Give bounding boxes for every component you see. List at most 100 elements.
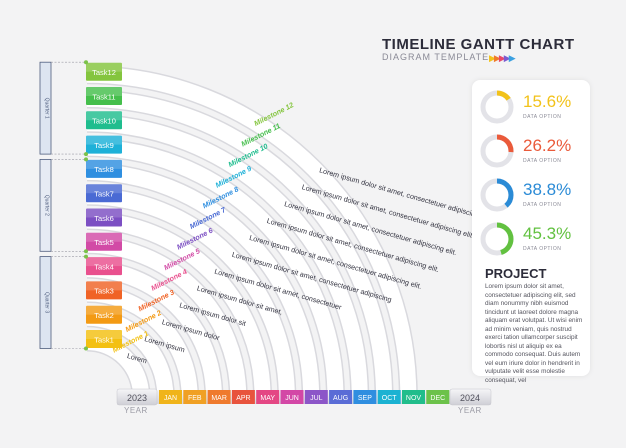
task-block	[86, 257, 122, 276]
donut-ring-icon	[480, 134, 514, 168]
month-label: DEC	[430, 395, 445, 402]
milestone-arc	[86, 91, 392, 397]
arrow-chevron-icon: ▶	[503, 53, 511, 63]
arrow-chevron-icon: ▶	[508, 53, 516, 63]
quarter-marker-dot	[84, 152, 88, 157]
end-year: 2024	[460, 393, 480, 403]
milestone-arc	[86, 115, 368, 397]
quarter-marker-dot	[84, 249, 88, 254]
month-label: FEB	[188, 395, 202, 402]
task-label: Task4	[94, 262, 114, 271]
milestone-arc	[86, 139, 344, 397]
project-title: PROJECT	[485, 266, 547, 281]
stat-item: 45.3% DATA OPTION	[480, 222, 590, 258]
stat-label: DATA OPTION	[523, 114, 562, 120]
arrow-chevron-icon: ▶	[498, 53, 506, 63]
month-block	[402, 390, 425, 404]
stats-panel: 15.6% DATA OPTION 26.2% DATA OPTION 38.8…	[472, 80, 590, 384]
month-block	[256, 390, 280, 404]
task-block	[86, 87, 122, 105]
quarter-marker-dot	[84, 157, 88, 162]
quarter-label: Quarter 1	[44, 98, 50, 119]
arrow-chevron-icon: ▶	[493, 53, 501, 63]
task-block	[86, 135, 122, 154]
task-column: Task1 Task2 Task3 Task4 Task5 Task6 Task7 Task8…	[86, 62, 122, 348]
end-year-caption: YEAR	[458, 406, 482, 415]
donut-fill	[480, 134, 514, 168]
milestone-arc	[86, 163, 320, 397]
milestone-arc	[86, 188, 295, 397]
milestone-arcs	[86, 65, 418, 397]
month-block	[426, 390, 450, 404]
month-block	[159, 390, 182, 404]
quarter-bar	[39, 61, 52, 155]
month-timeline: 2023 2024 JAN FEB MAR APR MAY JUN JUL AUG SEP OCT NO…	[116, 388, 492, 406]
task-block-gloss	[86, 87, 122, 96]
quarter-marker-dot	[84, 254, 88, 259]
task-block	[86, 305, 122, 324]
donut-fill	[480, 222, 514, 256]
quarter-brackets: Quarter 1 Quarter 2 Quarter 3	[39, 60, 88, 351]
stat-item: 38.8% DATA OPTION	[480, 178, 590, 214]
donut-ring-icon	[480, 178, 514, 212]
month-label: APR	[236, 395, 250, 402]
start-year-box	[116, 388, 158, 406]
task-label: Task6	[94, 214, 114, 223]
task-label: Task3	[94, 287, 114, 296]
task-block-gloss	[86, 281, 122, 291]
task-label: Task9	[94, 141, 114, 150]
month-block	[231, 390, 255, 404]
task-block-gloss	[86, 62, 122, 72]
month-label: AUG	[333, 395, 348, 402]
month-label: MAY	[260, 395, 275, 402]
month-label: SEP	[358, 395, 372, 402]
quarter-marker-dot	[84, 60, 88, 65]
stat-label: DATA OPTION	[523, 202, 562, 208]
month-label: JUN	[285, 395, 299, 402]
task-block	[86, 111, 122, 130]
month-block	[353, 390, 377, 404]
month-label: OCT	[382, 395, 398, 402]
milestone-arc	[86, 212, 271, 397]
task-label: Task1	[94, 335, 114, 344]
donut-fill	[480, 90, 514, 124]
task-block-gloss	[86, 257, 122, 267]
start-year: 2023	[127, 393, 147, 403]
task-label: Task5	[94, 238, 114, 247]
task-block	[86, 232, 122, 251]
task-block-gloss	[86, 159, 122, 169]
page-title: TIMELINE GANTT CHART	[382, 36, 575, 53]
donut-center	[486, 140, 508, 162]
task-block-gloss	[86, 184, 122, 194]
task-block	[86, 184, 122, 203]
task-label: Task7	[94, 190, 114, 199]
arrow-chevrons-icon: ▶▶▶▶▶	[489, 53, 516, 64]
month-block	[304, 390, 328, 404]
month-block	[183, 390, 207, 404]
quarter-label: Quarter 2	[44, 195, 50, 216]
task-block	[86, 159, 122, 178]
task-block-gloss	[86, 330, 122, 339]
month-block	[377, 390, 401, 404]
donut-center	[486, 96, 508, 118]
page-subtitle: DIAGRAM TEMPLATE	[382, 52, 490, 62]
month-label: NOV	[406, 395, 422, 402]
donut-center	[486, 184, 508, 206]
task-block	[86, 281, 122, 300]
milestone-arc	[86, 66, 417, 397]
donut-center	[486, 228, 508, 250]
task-block	[86, 330, 122, 348]
project-description: Lorem ipsum dolor sit amet, consectetuer…	[485, 283, 583, 384]
task-block	[86, 62, 122, 81]
stat-value: 15.6%	[523, 92, 572, 111]
task-label: Task12	[92, 68, 116, 77]
start-year-caption: YEAR	[124, 406, 148, 415]
quarter-bar	[39, 158, 52, 252]
donut-ring-icon	[480, 222, 514, 256]
task-label: Task10	[92, 117, 116, 126]
stat-value: 26.2%	[523, 136, 572, 155]
stat-item: 26.2% DATA OPTION	[480, 134, 590, 170]
month-label: JUL	[310, 395, 323, 402]
donut-ring-icon	[480, 90, 514, 124]
